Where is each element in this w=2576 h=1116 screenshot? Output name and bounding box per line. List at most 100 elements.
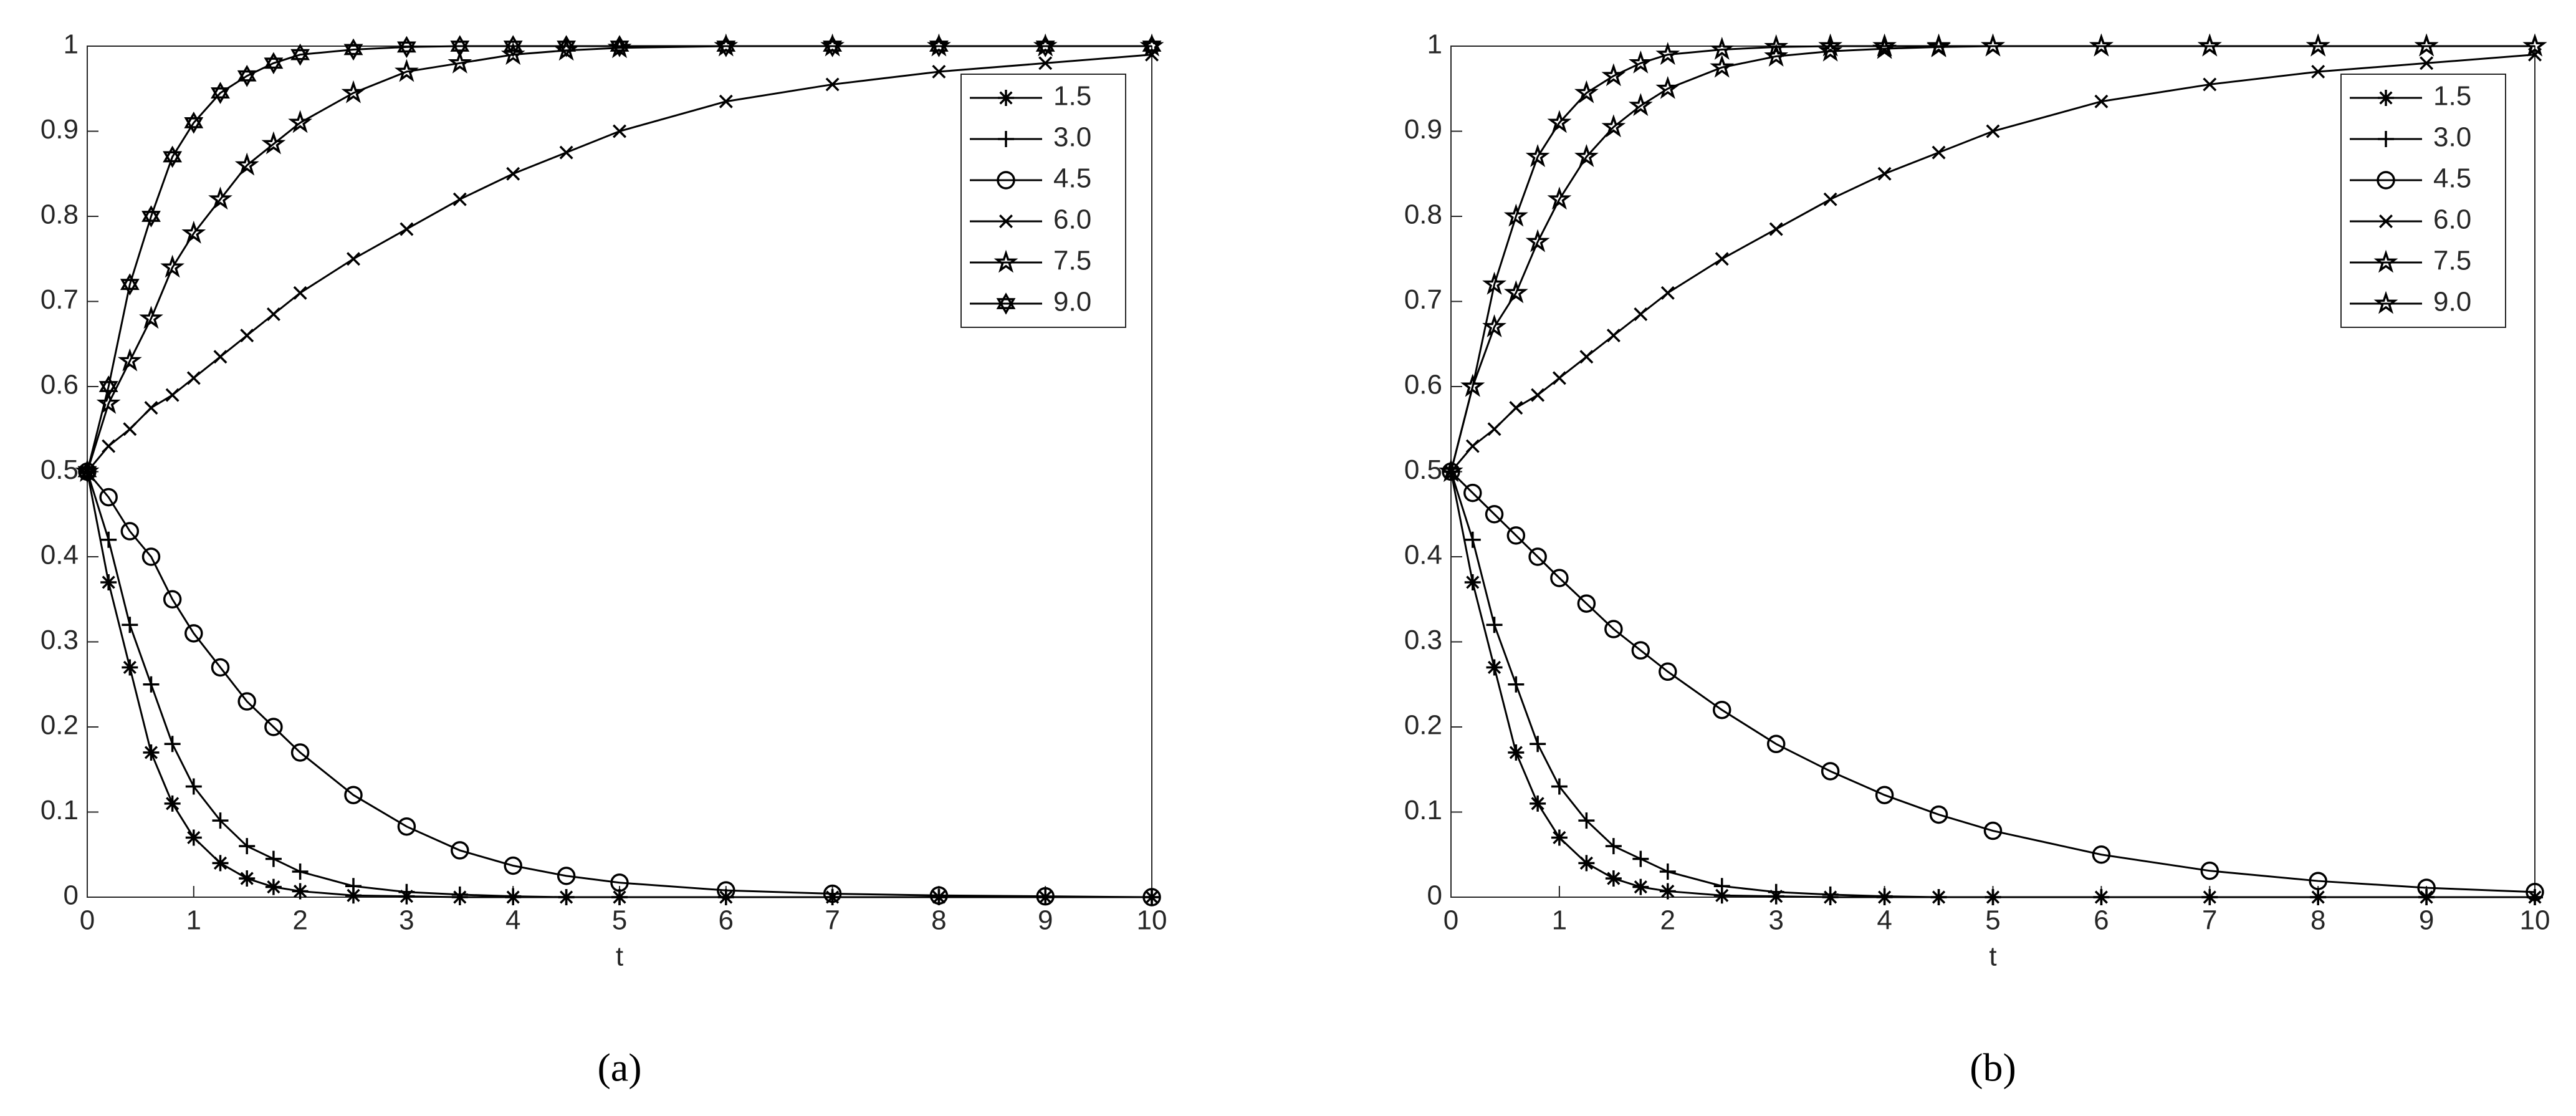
marker (825, 77, 840, 92)
marker (164, 736, 181, 753)
marker (163, 590, 182, 609)
marker (1578, 855, 1595, 872)
marker (2197, 33, 2222, 57)
marker (1875, 786, 1894, 804)
marker (1713, 878, 1730, 895)
marker (1659, 883, 1676, 900)
marker (1632, 850, 1649, 867)
legend-marker (2373, 249, 2398, 273)
marker (1439, 459, 1463, 483)
legend-marker (999, 214, 1013, 228)
marker (1713, 887, 1730, 904)
marker (288, 110, 313, 133)
legend-label: 9.0 (1053, 287, 1091, 317)
series-line (86, 471, 1152, 898)
marker (1509, 401, 1523, 415)
marker (341, 80, 366, 103)
marker (1655, 75, 1680, 99)
marker (102, 439, 116, 453)
marker (237, 64, 257, 87)
legend-label: 7.5 (2433, 246, 2471, 276)
x-tick-label: 6 (719, 905, 734, 936)
x-tick-label: 1 (186, 905, 201, 936)
marker (1530, 795, 1546, 812)
marker (1508, 744, 1525, 761)
legend-label: 7.5 (1053, 246, 1091, 276)
marker (1634, 307, 1648, 321)
marker (117, 348, 142, 372)
marker (1486, 659, 1503, 676)
marker (186, 371, 201, 385)
marker (1659, 662, 1677, 681)
marker (120, 522, 140, 541)
marker (1628, 50, 1653, 74)
legend-marker (2379, 214, 2393, 228)
marker (448, 50, 472, 74)
marker (2522, 33, 2547, 57)
marker (1142, 888, 1161, 907)
marker (290, 743, 310, 762)
marker (2089, 33, 2114, 57)
marker (1823, 192, 1837, 206)
marker (610, 35, 630, 57)
marker (264, 52, 284, 75)
marker (1036, 887, 1055, 906)
marker (211, 82, 230, 104)
y-tick-label: 0.6 (1404, 370, 1442, 400)
marker (929, 886, 949, 905)
marker (1930, 889, 1947, 905)
marker (347, 252, 360, 266)
y-tick-label: 0.8 (1404, 200, 1442, 230)
marker (500, 42, 525, 65)
marker (1710, 54, 1735, 78)
x-tick-label: 6 (2094, 905, 2109, 936)
legend-label: 3.0 (2433, 122, 2471, 153)
y-tick-label: 0.8 (41, 200, 79, 230)
marker (504, 856, 522, 875)
marker (141, 205, 161, 228)
x-axis-label: t (616, 941, 623, 972)
marker (451, 841, 469, 860)
marker (2420, 56, 2434, 70)
x-tick-label: 7 (825, 905, 840, 936)
marker (292, 883, 309, 900)
marker (613, 124, 626, 138)
y-tick-label: 0.2 (41, 710, 79, 741)
marker (452, 192, 467, 206)
marker (557, 867, 576, 885)
legend-marker (998, 131, 1014, 147)
marker (2309, 872, 2327, 890)
x-tick-label: 2 (1660, 905, 1675, 936)
marker (2093, 889, 2110, 905)
marker (123, 422, 137, 436)
marker (163, 145, 183, 168)
x-tick-label: 8 (2310, 905, 2325, 936)
marker (1503, 203, 1528, 227)
marker (345, 878, 362, 895)
x-tick-label: 0 (80, 905, 95, 936)
marker (717, 881, 735, 900)
marker (120, 273, 140, 296)
marker (1628, 93, 1653, 117)
marker (1482, 314, 1507, 337)
marker (184, 112, 204, 134)
legend-box (960, 74, 1126, 328)
y-tick-label: 0.4 (1404, 540, 1442, 570)
marker (2311, 64, 2325, 79)
y-tick-label: 0.3 (41, 625, 79, 655)
marker (1460, 373, 1485, 397)
marker (2414, 33, 2439, 57)
marker (185, 778, 202, 795)
series-line (1450, 471, 2535, 893)
marker (450, 35, 470, 57)
y-tick-label: 0.6 (41, 370, 79, 400)
marker (345, 887, 362, 904)
chart-panel: 0 1 2 3 4 5 6 7 8 9 10 0 0.1 0.2 0.3 0.4 0.5 0.6 0.7 0.8 0.9… (1404, 29, 2550, 1090)
legend-label: 4.5 (2433, 163, 2471, 194)
marker (143, 676, 160, 693)
marker (1983, 821, 2003, 840)
x-tick-label: 7 (2202, 905, 2217, 936)
marker (234, 152, 259, 176)
